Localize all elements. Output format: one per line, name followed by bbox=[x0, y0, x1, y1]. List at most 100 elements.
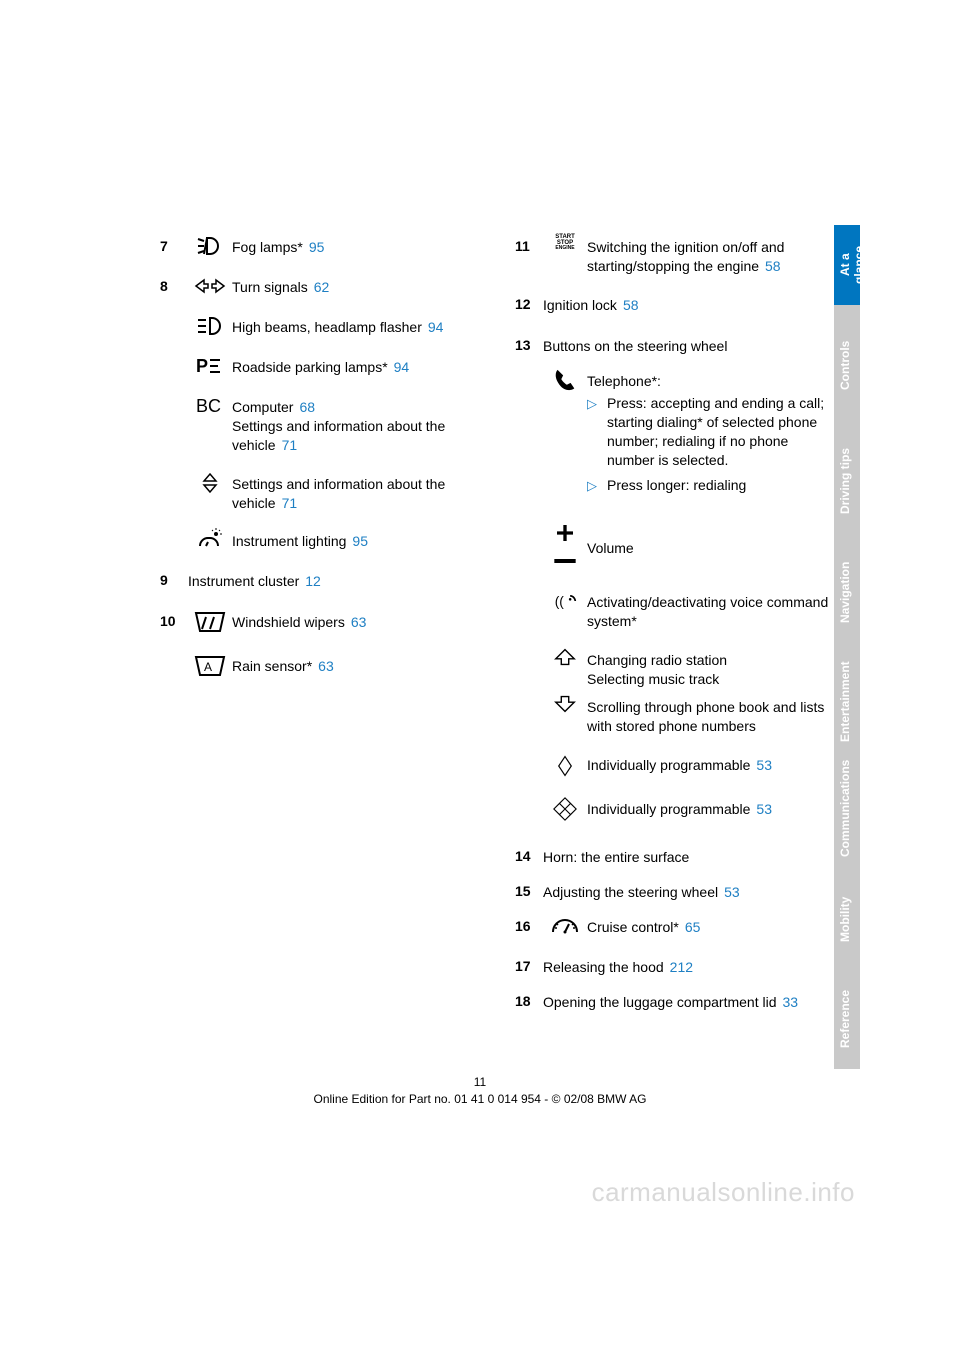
bullet-item: ▷ Press: accepting and ending a call; st… bbox=[587, 394, 830, 470]
page-ref[interactable]: 95 bbox=[352, 533, 368, 549]
row-8: 8 Turn signals62 bbox=[160, 272, 475, 298]
page-ref[interactable]: 95 bbox=[309, 239, 325, 255]
tab-navigation[interactable]: Navigation bbox=[834, 537, 860, 647]
item-text: Instrument cluster12 bbox=[188, 566, 475, 591]
row-volume: Volume bbox=[515, 519, 830, 573]
tab-entertainment[interactable]: Entertainment bbox=[834, 647, 860, 757]
row-9: 9 Instrument cluster12 bbox=[160, 566, 475, 591]
page-ref[interactable]: 212 bbox=[670, 959, 693, 975]
item-text: Ignition lock58 bbox=[543, 290, 830, 315]
item-text: Individually programmable53 bbox=[587, 750, 830, 775]
item-number: 12 bbox=[515, 290, 543, 312]
row-12: 12 Ignition lock58 bbox=[515, 290, 830, 315]
page-ref[interactable]: 33 bbox=[782, 994, 798, 1010]
section-tabs: At a glance Controls Driving tips Naviga… bbox=[834, 225, 860, 1069]
high-beams-icon bbox=[188, 312, 232, 338]
page-ref[interactable]: 53 bbox=[724, 884, 740, 900]
telephone-text: Telephone*: ▷ Press: accepting and endin… bbox=[587, 366, 830, 505]
tab-at-a-glance[interactable]: At a glance bbox=[834, 225, 860, 305]
item-text: Releasing the hood212 bbox=[543, 952, 830, 977]
rain-sensor-icon bbox=[188, 651, 232, 681]
row-programmable-1: Individually programmable53 bbox=[515, 750, 830, 780]
tab-driving-tips[interactable]: Driving tips bbox=[834, 425, 860, 537]
page-ref[interactable]: 63 bbox=[351, 614, 367, 630]
triangle-bullet-icon: ▷ bbox=[587, 476, 597, 495]
item-text: Scrolling through phone book and lists w… bbox=[587, 692, 830, 736]
cruise-control-icon bbox=[543, 912, 587, 938]
updown-icon bbox=[188, 469, 232, 495]
item-number: 9 bbox=[160, 566, 188, 588]
page-ref[interactable]: 53 bbox=[756, 757, 772, 773]
page-ref[interactable]: 94 bbox=[428, 319, 444, 335]
item-text: Instrument lighting95 bbox=[232, 526, 475, 551]
item-number: 16 bbox=[515, 912, 543, 934]
row-telephone: Telephone*: ▷ Press: accepting and endin… bbox=[515, 366, 830, 505]
item-text: Switching the ignition on/off and starti… bbox=[587, 232, 830, 276]
watermark: carmanualsonline.info bbox=[592, 1177, 855, 1208]
start-stop-icon: STARTSTOPENGINE bbox=[543, 232, 587, 251]
page-ref[interactable]: 58 bbox=[765, 258, 781, 274]
row-voice: Activating/deactivating voice command sy… bbox=[515, 587, 830, 631]
tab-communications[interactable]: Communications bbox=[834, 757, 860, 869]
row-14: 14 Horn: the entire surface bbox=[515, 842, 830, 867]
page-number: 11 bbox=[0, 1075, 960, 1089]
row-18: 18 Opening the luggage compartment lid33 bbox=[515, 987, 830, 1012]
row-high-beams: High beams, headlamp flasher94 bbox=[160, 312, 475, 338]
phone-icon bbox=[543, 366, 587, 394]
row-settings-info: Settings and information about the vehic… bbox=[160, 469, 475, 513]
triangle-bullet-icon: ▷ bbox=[587, 394, 597, 413]
item-number: 8 bbox=[160, 272, 188, 294]
item-text: Adjusting the steering wheel53 bbox=[543, 877, 830, 902]
page-ref[interactable]: 62 bbox=[314, 279, 330, 295]
row-7: 7 Fog lamps*95 bbox=[160, 232, 475, 258]
page-ref[interactable]: 12 bbox=[305, 573, 321, 589]
row-rain-sensor: Rain sensor*63 bbox=[160, 651, 475, 681]
item-number: 18 bbox=[515, 987, 543, 1009]
voice-icon bbox=[543, 587, 587, 613]
item-text: Cruise control*65 bbox=[587, 912, 830, 937]
wipers-icon bbox=[188, 607, 232, 637]
row-up-station: Changing radio station Selecting music t… bbox=[515, 645, 830, 689]
page-ref[interactable]: 94 bbox=[394, 359, 410, 375]
page-ref[interactable]: 63 bbox=[318, 658, 334, 674]
tab-mobility[interactable]: Mobility bbox=[834, 869, 860, 969]
page-footer: 11 Online Edition for Part no. 01 41 0 0… bbox=[0, 1075, 960, 1106]
row-13-header: 13 Buttons on the steering wheel bbox=[515, 331, 830, 356]
fog-lamps-icon bbox=[188, 232, 232, 258]
item-text: Windshield wipers63 bbox=[232, 607, 475, 632]
page-ref[interactable]: 71 bbox=[282, 437, 298, 453]
item-text: Computer68 Settings and information abou… bbox=[232, 392, 475, 455]
page-ref[interactable]: 71 bbox=[282, 495, 298, 511]
down-arrow-icon bbox=[543, 692, 587, 714]
turn-signals-icon bbox=[188, 272, 232, 298]
diamond-quad-icon bbox=[543, 794, 587, 822]
row-16: 16 Cruise control*65 bbox=[515, 912, 830, 938]
item-number: 11 bbox=[515, 232, 543, 254]
tab-reference[interactable]: Reference bbox=[834, 969, 860, 1069]
item-number: 7 bbox=[160, 232, 188, 254]
page-ref[interactable]: 53 bbox=[756, 801, 772, 817]
page-ref[interactable]: 65 bbox=[685, 919, 701, 935]
row-parking-lamps: Roadside parking lamps*94 bbox=[160, 352, 475, 378]
diamond-outline-icon bbox=[543, 750, 587, 780]
item-text: Settings and information about the vehic… bbox=[232, 469, 475, 513]
row-programmable-2: Individually programmable53 bbox=[515, 794, 830, 822]
item-text: Buttons on the steering wheel bbox=[543, 331, 830, 356]
item-text: Horn: the entire surface bbox=[543, 842, 830, 867]
item-number: 14 bbox=[515, 842, 543, 864]
tab-controls[interactable]: Controls bbox=[834, 305, 860, 425]
right-column: 11 STARTSTOPENGINE Switching the ignitio… bbox=[515, 232, 830, 1022]
item-text: Opening the luggage compartment lid33 bbox=[543, 987, 830, 1012]
page-ref[interactable]: 58 bbox=[623, 297, 639, 313]
page-ref[interactable]: 68 bbox=[299, 399, 315, 415]
item-number: 15 bbox=[515, 877, 543, 899]
up-arrow-icon bbox=[543, 645, 587, 667]
row-instrument-lighting: Instrument lighting95 bbox=[160, 526, 475, 552]
item-text: Turn signals62 bbox=[232, 272, 475, 297]
telephone-bullets: ▷ Press: accepting and ending a call; st… bbox=[587, 394, 830, 494]
bullet-item: ▷ Press longer: redialing bbox=[587, 476, 830, 495]
item-text: Volume bbox=[587, 533, 830, 558]
row-15: 15 Adjusting the steering wheel53 bbox=[515, 877, 830, 902]
item-number: 10 bbox=[160, 607, 188, 629]
row-17: 17 Releasing the hood212 bbox=[515, 952, 830, 977]
